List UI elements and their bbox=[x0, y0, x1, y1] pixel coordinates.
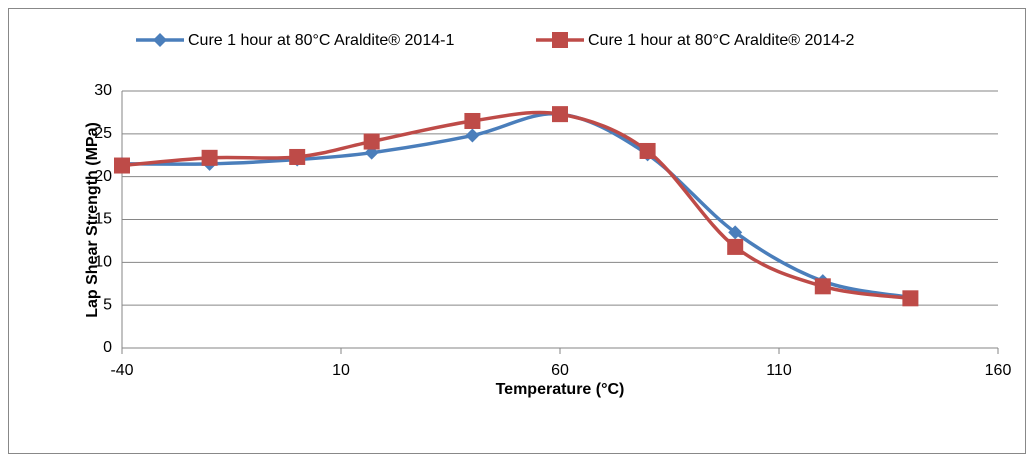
y-tick-label: 25 bbox=[94, 125, 112, 142]
marker bbox=[814, 278, 831, 295]
x-tick-label: 10 bbox=[332, 362, 350, 379]
y-tick-label: 30 bbox=[94, 82, 112, 99]
series-line bbox=[121, 110, 911, 301]
marker bbox=[728, 225, 743, 240]
legend-marker bbox=[552, 32, 568, 48]
marker bbox=[639, 142, 656, 159]
x-tick-label: -40 bbox=[110, 362, 133, 379]
y-tick-label: 20 bbox=[94, 168, 112, 185]
x-tick-label: 110 bbox=[766, 362, 792, 379]
marker bbox=[727, 238, 744, 255]
y-tick-label: 5 bbox=[103, 296, 112, 313]
marker bbox=[114, 157, 130, 174]
x-tick-label: 160 bbox=[985, 362, 1012, 379]
legend-label: Cure 1 hour at 80°C Araldite® 2014-2 bbox=[588, 32, 854, 49]
series-line bbox=[121, 112, 911, 300]
chart-frame bbox=[8, 8, 1026, 454]
marker bbox=[552, 106, 568, 123]
y-tick-label: 10 bbox=[94, 254, 112, 271]
legend-marker bbox=[153, 33, 167, 47]
marker bbox=[465, 128, 480, 143]
x-axis-title: Temperature (°C) bbox=[496, 381, 625, 398]
marker bbox=[289, 148, 306, 165]
x-tick-label: 60 bbox=[551, 362, 569, 379]
y-tick-label: 0 bbox=[103, 339, 112, 356]
y-tick-label: 15 bbox=[94, 211, 112, 228]
marker bbox=[464, 112, 481, 129]
legend-label: Cure 1 hour at 80°C Araldite® 2014-1 bbox=[188, 32, 454, 49]
marker bbox=[201, 149, 218, 166]
y-axis-title: Lap Shear Strength (MPa) bbox=[84, 122, 101, 318]
marker bbox=[902, 290, 919, 307]
marker bbox=[363, 133, 380, 150]
